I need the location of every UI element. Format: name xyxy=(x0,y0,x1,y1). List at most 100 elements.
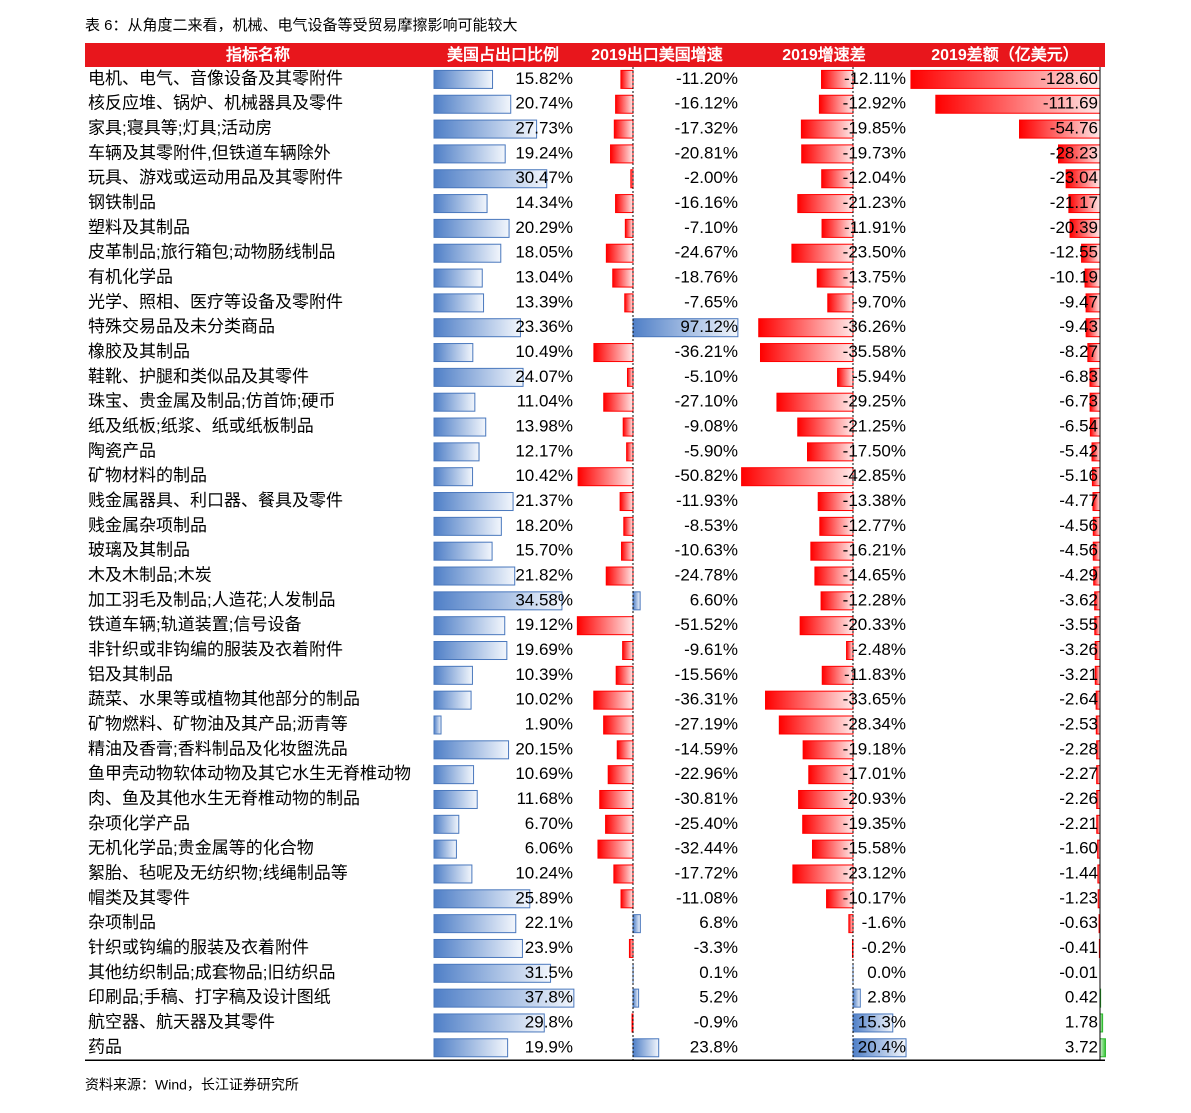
cell-value: 10.42% xyxy=(515,466,573,485)
cell-value: -4.77 xyxy=(1059,491,1098,510)
data-bar xyxy=(433,938,523,958)
cell-value: 6.8% xyxy=(699,913,738,932)
cell-value: -6.54 xyxy=(1059,417,1098,436)
data-bar xyxy=(433,243,502,263)
header-cell: 美国占出口比例 xyxy=(447,45,559,64)
cell-value: -2.53 xyxy=(1059,714,1098,733)
cell-value: -7.10% xyxy=(684,218,738,237)
cell-value: 27.73% xyxy=(515,119,573,138)
cell-value: -54.76 xyxy=(1050,119,1098,138)
cell-value: 21.37% xyxy=(515,491,573,510)
cell-value: 22.1% xyxy=(525,913,573,932)
data-bar xyxy=(622,641,634,661)
cell-value: -9.70% xyxy=(852,292,906,311)
row-label: 光学、照相、医疗等设备及零附件 xyxy=(88,292,343,311)
cell-value: -12.28% xyxy=(843,590,906,609)
cell-value: -14.65% xyxy=(843,565,906,584)
row-label: 有机化学品 xyxy=(88,268,173,287)
row-label: 加工羽毛及制品;人造花;人发制品 xyxy=(88,590,335,609)
data-bar xyxy=(852,988,861,1008)
cell-value: -9.43 xyxy=(1059,317,1098,336)
data-bar xyxy=(433,144,506,164)
cell-value: 6.06% xyxy=(525,839,573,858)
data-bar xyxy=(433,864,473,884)
row-label: 鞋靴、护腿和类似品及其零件 xyxy=(88,367,309,386)
data-bar xyxy=(433,94,512,114)
row-label: 非针织或非钩编的服装及衣着附件 xyxy=(88,640,343,659)
cell-value: -20.39 xyxy=(1050,218,1098,237)
data-bar xyxy=(852,1013,894,1033)
row-label: 钢铁制品 xyxy=(88,193,156,212)
data-bar xyxy=(817,492,854,512)
cell-value: -22.96% xyxy=(675,764,738,783)
cell-value: -10.19 xyxy=(1050,268,1098,287)
data-bar xyxy=(433,367,524,387)
cell-value: -33.65% xyxy=(843,690,906,709)
data-bar xyxy=(605,814,634,834)
cell-value: -11.08% xyxy=(676,888,738,907)
cell-value: 30.47% xyxy=(515,168,573,187)
cell-value: -9.47 xyxy=(1059,292,1098,311)
cell-value: 20.15% xyxy=(515,739,573,758)
cell-value: 5.2% xyxy=(699,988,738,1007)
cell-value: -19.85% xyxy=(843,119,906,138)
row-label: 塑料及其制品 xyxy=(88,218,190,237)
cell-value: -2.27 xyxy=(1059,764,1098,783)
data-bar xyxy=(826,889,854,909)
cell-value: -9.08% xyxy=(684,417,738,436)
cell-value: -12.55 xyxy=(1050,243,1098,262)
data-bar xyxy=(607,765,634,785)
row-label: 核反应堆、锅炉、机械器具及零件 xyxy=(88,94,343,113)
row-label: 其他纺织制品;成套物品;旧纺织品 xyxy=(88,963,335,982)
row-label: 絮胎、毡呢及无纺织物;线绳制品等 xyxy=(88,863,348,882)
cell-value: 20.29% xyxy=(515,218,573,237)
cell-value: -35.58% xyxy=(843,342,906,361)
data-bar xyxy=(433,616,506,636)
data-bar xyxy=(433,119,538,139)
cell-value: -5.42 xyxy=(1059,441,1098,460)
row-label: 无机化学品;贵金属等的化合物 xyxy=(88,839,314,858)
row-label: 纸及纸板;纸浆、纸或纸板制品 xyxy=(88,417,314,436)
cell-value: -0.01 xyxy=(1059,963,1098,982)
data-bar xyxy=(837,367,854,387)
cell-value: -4.56 xyxy=(1059,541,1098,560)
cell-value: -11.20% xyxy=(676,69,738,88)
cell-value: 13.39% xyxy=(515,292,573,311)
data-bar xyxy=(623,516,634,536)
data-bar xyxy=(632,914,641,934)
source-note: 资料来源：Wind，长江证券研究所 xyxy=(85,1077,299,1093)
cell-value: -3.21 xyxy=(1059,665,1098,684)
cell-value: 19.9% xyxy=(525,1037,573,1056)
data-bar xyxy=(791,243,854,263)
cell-value: 3.72 xyxy=(1065,1037,1098,1056)
data-bar xyxy=(615,665,634,685)
row-label: 木及木制品;木炭 xyxy=(88,565,212,584)
row-label: 药品 xyxy=(88,1037,122,1056)
row-label: 蔬菜、水果等或植物其他部分的制品 xyxy=(88,690,360,709)
cell-value: -1.60 xyxy=(1059,839,1098,858)
data-bar xyxy=(433,665,473,685)
cell-value: -5.16 xyxy=(1059,466,1098,485)
data-bar xyxy=(433,789,478,809)
cell-value: -30.81% xyxy=(675,789,738,808)
data-bar xyxy=(433,318,521,338)
data-bar xyxy=(626,442,634,462)
data-bar xyxy=(433,814,460,834)
cell-value: 11.04% xyxy=(517,392,573,411)
data-bar xyxy=(632,1038,660,1058)
cell-value: -23.50% xyxy=(843,243,906,262)
data-bar xyxy=(613,119,634,139)
cell-value: 11.68% xyxy=(517,789,573,808)
cell-value: 10.69% xyxy=(515,764,573,783)
row-label: 精油及香膏;香料制品及化妆盥洗品 xyxy=(88,738,348,758)
data-bar xyxy=(622,417,634,437)
data-bar xyxy=(848,914,854,934)
data-bar xyxy=(433,1013,545,1033)
data-bar xyxy=(846,641,854,661)
cell-value: -8.53% xyxy=(684,516,738,535)
cell-value: -27.19% xyxy=(675,714,738,733)
cell-value: -42.85% xyxy=(843,466,906,485)
data-bar xyxy=(626,367,634,387)
row-label: 橡胶及其制品 xyxy=(88,342,190,361)
row-label: 陶瓷产品 xyxy=(88,441,156,460)
